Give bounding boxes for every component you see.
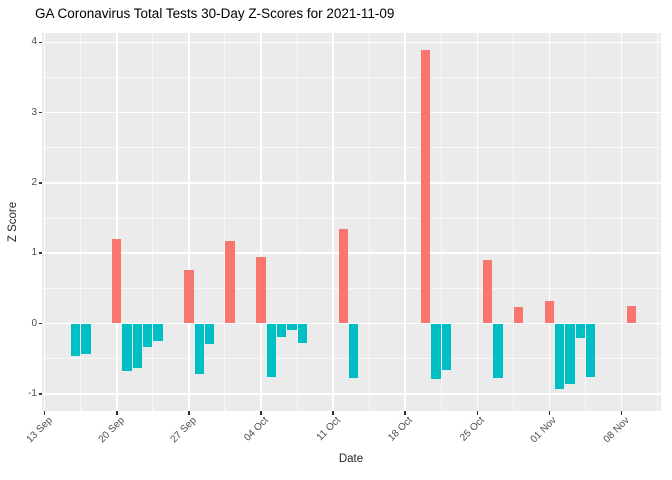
- gridline-major-y: [42, 393, 661, 395]
- x-tick-mark: [548, 411, 551, 415]
- bar-2021-09-29: [204, 323, 215, 344]
- x-tick-label: 18 Oct: [386, 415, 415, 444]
- bar-2021-09-28: [194, 323, 204, 375]
- x-tick-mark: [404, 411, 406, 415]
- x-tick-label: 27 Sep: [168, 415, 199, 446]
- bar-2021-10-21: [431, 323, 441, 380]
- y-tick-label: 0: [31, 317, 37, 329]
- y-tick-label: 4: [31, 36, 37, 48]
- gridline-major-x: [116, 33, 118, 411]
- bar-2021-09-21: [122, 323, 132, 371]
- bar-2021-11-01: [544, 301, 555, 324]
- bar-2021-10-26: [482, 259, 493, 324]
- bar-2021-09-16: [70, 323, 81, 356]
- chart-title: GA Coronavirus Total Tests 30-Day Z-Scor…: [35, 6, 395, 21]
- bar-2021-09-20: [112, 239, 122, 324]
- bar-2021-10-05: [266, 323, 276, 377]
- x-tick-mark: [476, 411, 479, 415]
- gridline-major-y: [42, 111, 661, 114]
- bar-2021-10-13: [349, 323, 359, 379]
- gridline-major-x: [476, 33, 479, 411]
- gridline-major-x: [620, 33, 623, 411]
- gridline-minor-y: [42, 76, 661, 78]
- gridline-major-x: [43, 33, 46, 411]
- gridline-major-x: [548, 33, 551, 411]
- x-tick-mark: [332, 411, 334, 415]
- bar-2021-11-09: [627, 305, 637, 324]
- gridline-minor-x: [368, 33, 370, 411]
- gridline-major-y: [42, 322, 661, 325]
- x-tick-label: 13 Sep: [24, 415, 55, 446]
- bar-2021-10-07: [287, 323, 297, 330]
- x-tick-label: 01 Nov: [528, 415, 560, 446]
- bar-2021-10-12: [338, 228, 349, 324]
- bar-2021-11-02: [555, 323, 565, 389]
- bar-2021-10-08: [297, 323, 307, 344]
- gridline-major-y: [42, 182, 661, 184]
- x-tick-mark: [43, 411, 46, 415]
- x-tick-label: 25 Oct: [458, 415, 488, 444]
- y-tick-label: -1: [28, 387, 37, 399]
- bar-2021-10-27: [493, 323, 503, 378]
- gridline-major-x: [188, 33, 190, 411]
- bar-2021-09-24: [153, 323, 163, 342]
- bar-2021-10-04: [256, 257, 266, 324]
- bar-2021-09-17: [81, 323, 91, 355]
- bar-2021-10-06: [276, 323, 287, 337]
- bar-2021-11-03: [565, 323, 575, 384]
- y-axis-label: Z Score: [7, 201, 19, 243]
- y-tick-label: 3: [31, 106, 37, 118]
- plot-panel: [42, 33, 661, 411]
- bar-2021-10-22: [441, 323, 452, 370]
- gridline-major-y: [42, 252, 661, 254]
- gridline-major-y: [42, 41, 661, 44]
- bar-2021-10-20: [421, 50, 431, 324]
- bar-2021-10-01: [225, 240, 235, 324]
- bar-2021-09-23: [143, 323, 153, 347]
- gridline-minor-y: [42, 287, 661, 289]
- gridline-minor-x: [80, 33, 82, 411]
- gridline-minor-y: [42, 147, 661, 149]
- x-axis-label: Date: [338, 453, 364, 465]
- bar-2021-10-29: [513, 307, 524, 324]
- gridline-minor-x: [584, 33, 586, 411]
- gridline-minor-y: [42, 217, 661, 219]
- gridline-major-x: [404, 33, 406, 411]
- gridline-minor-x: [224, 33, 226, 411]
- gridline-major-x: [260, 33, 262, 411]
- bar-2021-09-27: [184, 270, 194, 324]
- gridline-minor-x: [152, 33, 154, 411]
- x-tick-mark: [188, 411, 190, 415]
- x-tick-mark: [116, 411, 118, 415]
- x-tick-mark: [620, 411, 623, 415]
- x-tick-mark: [260, 411, 262, 415]
- gridline-minor-x: [296, 33, 298, 411]
- gridline-minor-x: [440, 33, 442, 411]
- x-tick-label: 08 Nov: [601, 415, 632, 446]
- bar-2021-11-04: [575, 323, 585, 339]
- bar-2021-11-05: [585, 323, 596, 377]
- y-tick-label: 1: [31, 247, 37, 259]
- x-tick-label: 04 Oct: [242, 415, 271, 444]
- gridline-minor-x: [657, 33, 659, 411]
- x-tick-label: 20 Sep: [96, 415, 127, 446]
- y-tick-label: 2: [31, 176, 37, 188]
- x-tick-label: 11 Oct: [314, 415, 343, 444]
- bar-2021-09-22: [132, 323, 143, 369]
- gridline-minor-x: [512, 33, 514, 411]
- gridline-major-x: [332, 33, 334, 411]
